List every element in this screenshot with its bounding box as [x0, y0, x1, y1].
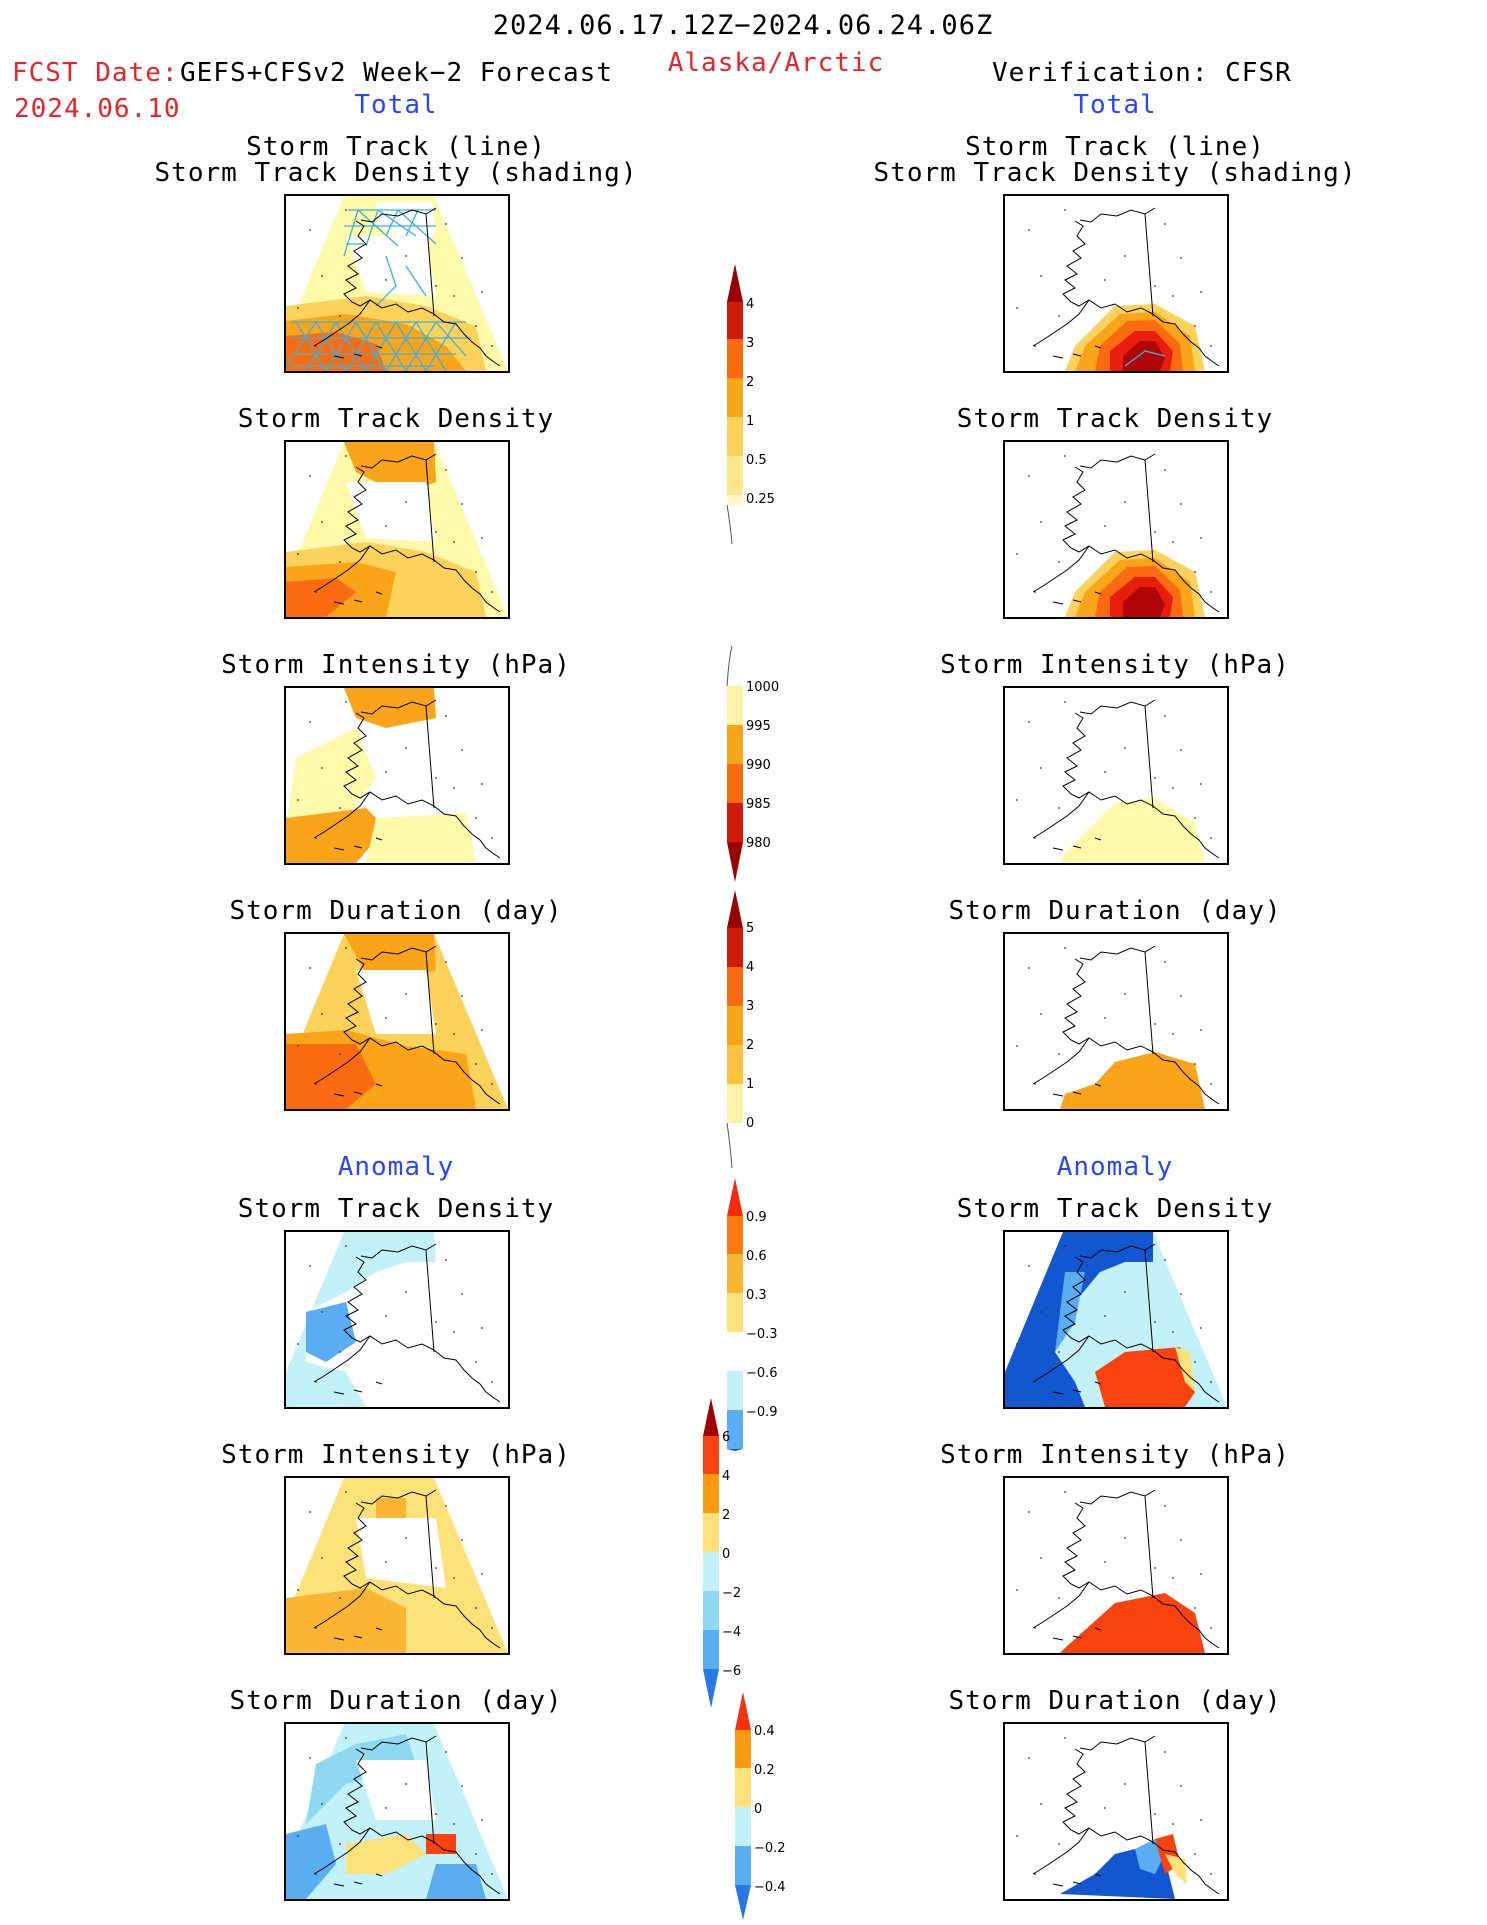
- title-track-shading-fcst: Storm Track Density (shading): [154, 158, 638, 188]
- fcst-date-label: FCST Date:: [12, 58, 179, 88]
- tick-label: 0.3: [746, 1288, 767, 1303]
- tick-label: 6: [722, 1430, 730, 1445]
- tick-label: 2: [746, 375, 754, 390]
- forecast-model: GEFS+CFSv2 Week−2 Forecast: [180, 58, 613, 88]
- tick-label: 3: [746, 999, 754, 1014]
- anomaly-label-forecast: Anomaly: [337, 1152, 455, 1182]
- title-intensity-verif: Storm Intensity (hPa): [940, 650, 1290, 680]
- anomaly-label-verification: Anomaly: [1056, 1152, 1174, 1182]
- tick-label: 0: [746, 1116, 754, 1131]
- map-intensity-verif: [1003, 686, 1229, 865]
- tick-label: 0.4: [754, 1724, 775, 1739]
- tick-label: 980: [746, 836, 771, 851]
- total-label-forecast: Total: [354, 90, 438, 120]
- tick-label: −0.3: [746, 1327, 778, 1342]
- tick-label: 3: [746, 336, 754, 351]
- colorbar-density: 4 3 2 1 0.5 0.25: [726, 264, 775, 545]
- map-duration-fcst: [284, 932, 510, 1111]
- title-duration-anom-fcst: Storm Duration (day): [229, 1686, 563, 1716]
- map-intensity-anom-fcst: [284, 1476, 510, 1655]
- tick-label: −0.4: [754, 1880, 786, 1895]
- tick-label: 4: [722, 1469, 730, 1484]
- map-duration-anom-fcst: [284, 1722, 510, 1901]
- map-duration-anom-verif: [1003, 1722, 1229, 1901]
- tick-label: −2: [722, 1586, 741, 1601]
- tick-label: 0: [722, 1547, 730, 1562]
- tick-label: 0.9: [746, 1210, 767, 1225]
- title-duration-anom-verif: Storm Duration (day): [948, 1686, 1282, 1716]
- title-intensity-anom-verif: Storm Intensity (hPa): [940, 1440, 1290, 1470]
- map-density-anom-fcst: [284, 1230, 510, 1409]
- colorbar-duration-anom: 0.4 0.2 0 −0.2 −0.4: [735, 1692, 786, 1920]
- tick-label: 0.25: [746, 492, 775, 507]
- tick-label: 985: [746, 797, 771, 812]
- title-density-fcst: Storm Track Density: [237, 404, 555, 434]
- tick-label: 5: [746, 921, 754, 936]
- map-intensity-fcst: [284, 686, 510, 865]
- tick-label: 0.5: [746, 453, 767, 468]
- tick-label: −0.6: [746, 1366, 778, 1381]
- title-density-anom-fcst: Storm Track Density: [237, 1194, 555, 1224]
- tick-label: 990: [746, 758, 771, 773]
- map-track-verif: [1003, 194, 1229, 373]
- forecast-period: 2024.06.17.12Z−2024.06.24.06Z: [492, 10, 994, 41]
- map-density-fcst: [284, 440, 510, 619]
- verification-label: Verification: CFSR: [992, 58, 1292, 88]
- tick-label: 0.6: [746, 1249, 767, 1264]
- colorbar-intensity-anom: 6 4 2 0 −2 −4 −6: [703, 1398, 741, 1708]
- fcst-date: 2024.06.10: [14, 94, 181, 124]
- title-track-line-verif: Storm Track (line): [965, 132, 1265, 162]
- tick-label: 0: [754, 1802, 762, 1817]
- title-duration-verif: Storm Duration (day): [948, 896, 1282, 926]
- title-track-shading-verif: Storm Track Density (shading): [873, 158, 1357, 188]
- tick-label: 1: [746, 1077, 754, 1092]
- tick-label: 2: [722, 1508, 730, 1523]
- title-intensity-anom-fcst: Storm Intensity (hPa): [221, 1440, 571, 1470]
- region-title: Alaska/Arctic: [667, 48, 885, 78]
- title-intensity-fcst: Storm Intensity (hPa): [221, 650, 571, 680]
- title-density-verif: Storm Track Density: [956, 404, 1274, 434]
- tick-label: −0.2: [754, 1841, 786, 1856]
- title-density-anom-verif: Storm Track Density: [956, 1194, 1274, 1224]
- colorbar-density-anom: 0.9 0.6 0.3 −0.3 −0.6 −0.9: [727, 1178, 778, 1451]
- tick-label: −4: [722, 1625, 741, 1640]
- map-duration-verif: [1003, 932, 1229, 1111]
- tick-label: 995: [746, 719, 771, 734]
- tick-label: 2: [746, 1038, 754, 1053]
- tick-label: −6: [722, 1664, 741, 1679]
- tick-label: −0.9: [746, 1405, 778, 1420]
- map-intensity-anom-verif: [1003, 1476, 1229, 1655]
- tick-label: 4: [746, 960, 754, 975]
- tick-label: 0.2: [754, 1763, 775, 1778]
- tick-label: 1000: [746, 680, 779, 695]
- title-duration-fcst: Storm Duration (day): [229, 896, 563, 926]
- map-density-verif: [1003, 440, 1229, 619]
- tick-label: 1: [746, 414, 754, 429]
- colorbar-density-ticks: 4 3 2 1 0.5 0.25: [746, 297, 775, 507]
- map-density-anom-verif: [1003, 1230, 1229, 1409]
- colorbar-duration: 5 4 3 2 1 0: [726, 890, 754, 1169]
- map-track-fcst: [284, 194, 510, 373]
- title-track-line-fcst: Storm Track (line): [246, 132, 546, 162]
- tick-label: 4: [746, 297, 754, 312]
- total-label-verification: Total: [1073, 90, 1157, 120]
- colorbar-intensity: 1000 995 990 985 980: [726, 646, 779, 882]
